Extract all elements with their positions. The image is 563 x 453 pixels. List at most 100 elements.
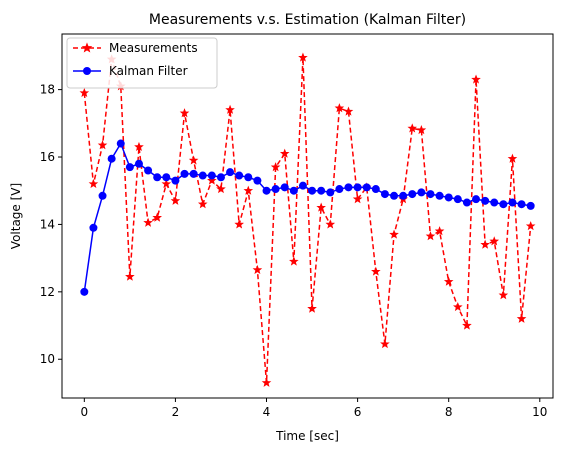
data-point [225,104,235,114]
x-axis-label: Time [sec] [275,429,339,443]
data-point [472,195,481,204]
legend-box [66,37,218,89]
data-point [253,176,262,185]
data-point [161,178,172,189]
y-tick-label: 16 [40,150,55,164]
y-axis-label: Voltage [V] [9,183,23,249]
y-tick-label: 12 [40,285,55,299]
data-point [153,173,162,182]
data-point [453,195,462,204]
legend: Measurements Kalman Filter [66,37,218,89]
data-point [380,339,390,349]
data-point [308,186,317,195]
data-point [207,171,216,180]
data-point [289,256,299,266]
data-point [407,123,418,133]
legend-kalman-circle-icon [83,67,91,75]
data-point [298,52,308,62]
data-point [289,186,298,195]
ticks-layer: 0 2 4 6 8 10 10 12 14 16 18 [40,83,548,419]
data-point [517,200,526,209]
series-kalman-filter [80,139,535,296]
data-point [462,198,471,207]
data-point [252,264,263,274]
data-point [270,162,281,172]
data-point [180,169,189,178]
data-point [335,185,344,194]
chart-title: Measurements v.s. Estimation (Kalman Fil… [149,12,466,28]
data-point [107,154,116,163]
data-point [162,173,171,182]
data-point [125,271,135,281]
data-point [453,301,463,312]
data-point [235,171,244,180]
y-tick-label: 10 [40,352,55,366]
data-point [362,183,371,192]
data-point [426,190,435,199]
data-point [243,185,254,195]
data-point [471,74,481,84]
data-point [97,140,108,150]
data-point [462,320,472,330]
data-point [353,183,362,192]
data-point [79,87,90,98]
data-point [416,125,427,135]
data-point [262,186,271,195]
data-point [116,139,125,148]
data-point [134,159,143,168]
data-point [279,148,290,158]
data-point [507,153,518,163]
data-point [226,168,235,177]
data-point [444,193,453,202]
data-point [389,229,399,239]
data-point [326,188,335,197]
data-point [508,198,517,207]
data-point [371,266,381,276]
data-point [317,186,326,195]
data-point [434,226,445,236]
data-point [261,377,272,387]
series-layer [79,52,536,387]
data-point [271,185,280,194]
data-point [216,184,226,194]
data-point [316,202,326,212]
data-point [344,183,353,192]
data-point [197,199,208,209]
data-point [480,239,490,249]
data-point [80,287,89,296]
data-point [179,108,190,118]
data-point [526,201,535,210]
data-point [298,181,307,190]
data-point [352,194,363,204]
data-point [343,106,354,116]
data-point [307,303,317,313]
legend-measurements-label: Measurements [109,41,198,55]
x-tick-label: 8 [445,405,453,419]
data-point [98,191,107,200]
data-point [207,175,217,185]
data-point [189,169,198,178]
data-point [89,223,98,232]
data-point [334,103,345,113]
data-point [171,176,180,185]
legend-measurements-star-icon [81,42,93,53]
data-point [134,141,144,151]
y-tick-label: 14 [40,217,55,231]
data-point [234,219,244,229]
data-point [198,171,207,180]
data-point [490,198,499,207]
data-point [435,191,444,200]
data-point [399,191,408,200]
data-point [325,219,336,229]
data-point [525,221,536,231]
y-tick-label: 18 [40,83,55,97]
data-point [443,276,454,286]
data-point [516,313,527,323]
data-point [144,166,153,175]
data-point [380,190,389,199]
data-point [244,173,253,182]
data-point [498,290,509,300]
data-point [188,155,199,165]
x-tick-label: 4 [263,405,271,419]
